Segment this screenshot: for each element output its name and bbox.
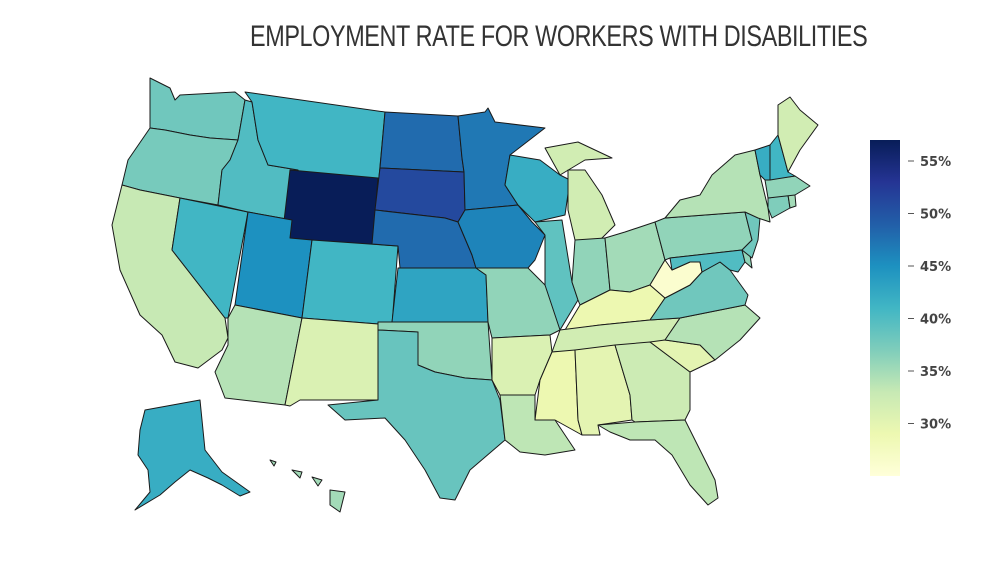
state-AK[interactable]: [134, 399, 251, 511]
state-ME[interactable]: [777, 96, 819, 173]
colorbar: 55% 50% 45% 40% 35% 30%: [870, 140, 951, 476]
state-CO[interactable]: [301, 239, 399, 326]
colorbar-tick-label: 55%: [920, 155, 951, 170]
state-TX[interactable]: [327, 329, 506, 501]
state-MI[interactable]: [544, 141, 616, 241]
colorbar-tick-label: 45%: [920, 260, 951, 275]
state-ND[interactable]: [379, 111, 465, 173]
state-IA[interactable]: [457, 204, 546, 269]
state-CT[interactable]: [767, 194, 791, 219]
state-MO[interactable]: [475, 267, 561, 339]
state-WY[interactable]: [281, 169, 379, 249]
state-NM[interactable]: [284, 317, 379, 407]
colorbar-tick-label: 40%: [920, 313, 951, 328]
state-NH[interactable]: [769, 134, 796, 181]
colorbar-tick-label: 30%: [920, 418, 951, 433]
state-KS[interactable]: [391, 267, 489, 323]
state-LA[interactable]: [499, 394, 576, 456]
state-RI[interactable]: [787, 194, 797, 209]
state-VT[interactable]: [754, 144, 771, 181]
state-WI[interactable]: [504, 154, 571, 223]
state-HI[interactable]: [269, 459, 346, 513]
state-NY[interactable]: [664, 149, 771, 223]
colorbar-tick-label: 35%: [920, 365, 951, 380]
state-AR[interactable]: [491, 334, 553, 396]
state-FL[interactable]: [597, 419, 719, 506]
colorbar-gradient: [870, 140, 900, 476]
state-IL[interactable]: [534, 219, 579, 331]
colorbar-tick-label: 50%: [920, 208, 951, 223]
